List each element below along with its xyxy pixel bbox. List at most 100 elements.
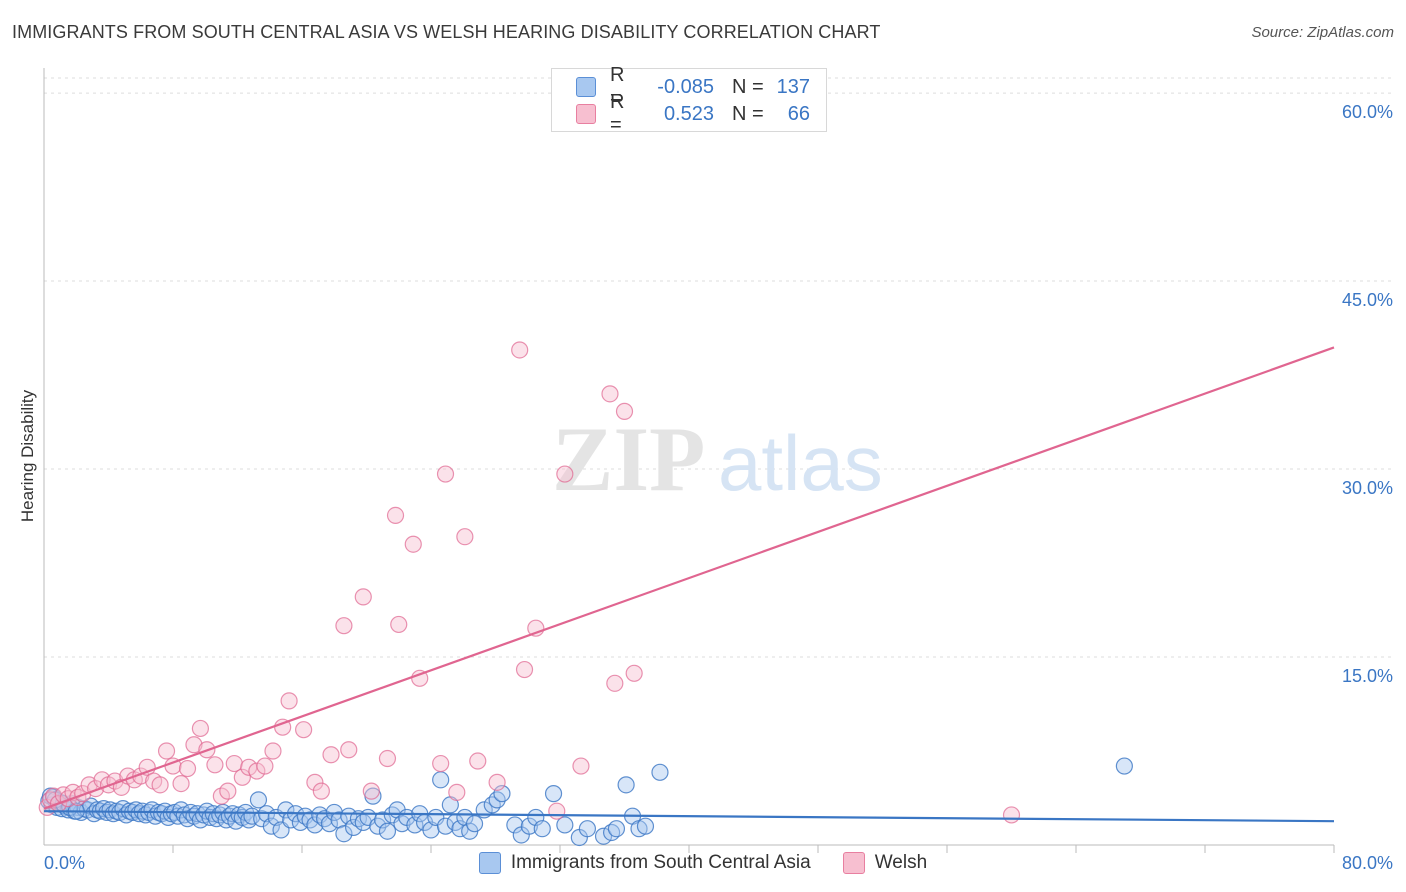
data-point-immigrants [374,811,392,829]
data-point-immigrants [345,818,363,837]
data-point-immigrants [436,817,455,835]
legend-swatch-pink [576,104,596,124]
data-point-immigrants [320,815,339,833]
y-axis-label: Hearing Disability [18,389,37,522]
data-point-immigrants [406,816,424,834]
data-point-welsh [556,465,574,483]
data-point-welsh [615,402,634,420]
data-point-welsh [74,785,92,803]
data-point-immigrants [544,785,563,803]
data-point-immigrants [301,811,319,829]
data-point-immigrants [493,785,511,803]
legend-swatch-immigrants [478,852,501,874]
legend-r-value: -0.085 [657,75,714,98]
data-point-welsh [178,759,197,778]
data-point-immigrants [432,771,450,789]
trend-lines [43,346,1335,823]
data-point-welsh [185,736,203,754]
legend-r-label: R = [610,91,625,136]
data-point-welsh [606,674,624,692]
legend-n-label: N = [732,102,764,125]
correlation-legend: R = -0.085 N = 137 R = 0.523 N = 66 [551,64,827,136]
data-point-welsh [386,506,405,525]
data-point-immigrants [556,816,574,834]
watermark-zip: ZIP [552,408,705,510]
data-point-immigrants [578,820,597,838]
data-point-welsh [456,528,474,546]
data-point-welsh [206,756,224,774]
data-point-welsh [354,588,372,606]
data-point-immigrants [533,820,551,838]
legend-row-pink: R = 0.523 N = 66 [576,91,810,136]
data-point-welsh [1002,806,1021,824]
data-point-welsh [436,465,455,483]
series-pink-points [38,341,1021,824]
legend-swatch-welsh [842,852,865,874]
x-tick-label-max: 80.0% [1342,853,1393,873]
legend-label-welsh: Welsh [874,852,928,873]
data-point-welsh [404,535,422,553]
data-point-welsh [157,742,176,760]
data-point-immigrants [1115,757,1133,775]
data-point-immigrants [315,810,334,828]
trendline-welsh [43,346,1335,810]
data-point-welsh [378,749,397,768]
data-point-welsh [340,741,358,759]
data-point-immigrants [520,817,538,835]
series-legend: Immigrants from South Central Asia Welsh [0,852,1406,874]
data-point-welsh [295,721,313,739]
legend-n-value: 137 [776,75,810,98]
data-point-immigrants [378,822,397,840]
data-point-welsh [306,773,324,791]
legend-r-value: 0.523 [663,102,714,125]
data-point-welsh [362,782,380,800]
data-point-welsh [335,617,353,635]
data-point-welsh [448,783,466,801]
data-point-welsh [390,615,408,634]
source-label: Source: ZipAtlas.com [1251,24,1394,41]
data-point-welsh [322,746,340,764]
y-tick-label: 30.0% [1342,478,1393,498]
data-point-immigrants [306,816,324,834]
data-point-immigrants [651,763,669,781]
legend-swatch-blue [576,77,596,97]
data-point-welsh [264,742,282,760]
legend-label-immigrants: Immigrants from South Central Asia [510,852,811,873]
data-point-welsh [219,782,237,800]
data-point-welsh [312,782,330,800]
grid-lines [44,77,1392,658]
data-point-welsh [511,341,529,359]
data-point-welsh [432,754,450,773]
data-point-immigrants [636,817,655,835]
legend-r-label: R = [610,64,625,109]
data-point-immigrants [249,791,268,809]
series-blue-points [40,757,1133,847]
data-point-welsh [256,757,274,775]
data-point-welsh [280,692,298,710]
data-point-welsh [469,752,487,770]
y-tick-labels: 15.0% 30.0% 45.0% 60.0% [1342,102,1393,686]
data-point-immigrants [483,796,501,814]
data-point-immigrants [262,817,280,835]
data-point-welsh [625,664,643,682]
trendline-immigrants [43,810,1335,823]
data-point-immigrants [335,825,353,843]
chart-title: IMMIGRANTS FROM SOUTH CENTRAL ASIA VS WE… [12,22,881,42]
data-point-welsh [233,768,251,786]
data-point-immigrants [594,827,613,845]
data-point-welsh [488,773,506,791]
data-point-welsh [191,719,210,738]
y-tick-label: 45.0% [1342,290,1393,310]
data-point-welsh [151,776,169,794]
data-point-immigrants [506,816,524,834]
watermark-atlas: atlas [718,419,883,507]
data-point-immigrants [607,820,626,838]
x-tick-label-min: 0.0% [44,853,85,873]
legend-n-label: N = [732,75,764,98]
legend-item-immigrants: Immigrants from South Central Asia [478,852,811,874]
x-axis-ticks [172,845,1335,853]
data-point-welsh [548,802,566,820]
legend-n-value: 66 [787,102,810,125]
y-tick-label: 15.0% [1342,666,1393,686]
